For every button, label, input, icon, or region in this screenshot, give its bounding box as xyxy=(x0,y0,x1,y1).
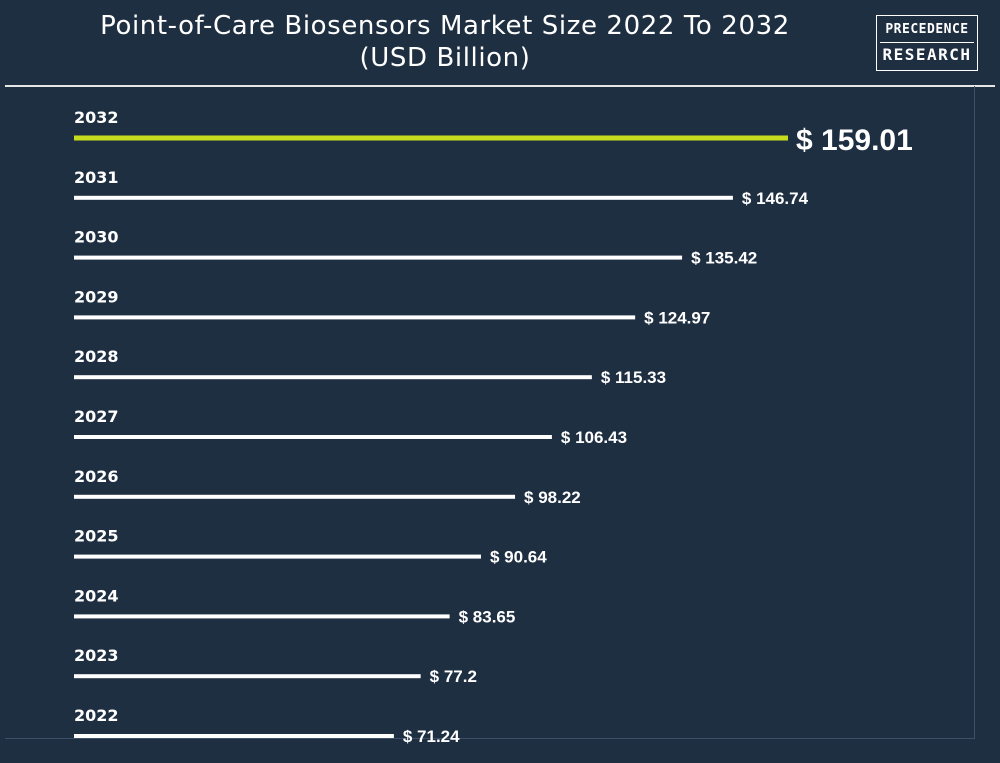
value-label-2028: $ 115.33 xyxy=(601,368,666,387)
year-label-2024: 2024 xyxy=(74,586,119,605)
bar-2028 xyxy=(74,375,592,380)
bar-2023 xyxy=(74,674,421,679)
year-label-2026: 2026 xyxy=(74,467,119,486)
year-label-2023: 2023 xyxy=(74,646,119,665)
value-label-2030: $ 135.42 xyxy=(691,249,757,268)
year-label-2029: 2029 xyxy=(74,287,119,306)
bar-2026 xyxy=(74,494,516,499)
year-label-2025: 2025 xyxy=(74,527,119,546)
chart-title-line-2: (USD Billion) xyxy=(359,43,531,73)
value-label-2022: $ 71.24 xyxy=(403,727,460,746)
bar-2029 xyxy=(74,315,636,320)
header-divider xyxy=(5,85,995,87)
bar-2027 xyxy=(74,435,552,439)
year-label-2032: 2032 xyxy=(74,108,119,127)
chart-frame-right-edge xyxy=(974,86,975,738)
bar-2024 xyxy=(74,614,450,619)
year-label-2030: 2030 xyxy=(74,228,119,247)
chart-title: Point-of-Care Biosensors Market Size 202… xyxy=(0,10,890,74)
year-label-2028: 2028 xyxy=(74,347,119,366)
value-label-2026: $ 98.22 xyxy=(524,488,581,507)
logo-line-2: RESEARCH xyxy=(882,45,972,64)
value-label-2023: $ 77.2 xyxy=(430,667,477,686)
value-label-2032: $ 159.01 xyxy=(796,124,913,157)
year-label-2031: 2031 xyxy=(74,168,119,187)
value-label-2029: $ 124.97 xyxy=(644,308,710,327)
bar-2022 xyxy=(74,734,394,738)
year-label-2022: 2022 xyxy=(74,706,119,725)
year-label-2027: 2027 xyxy=(74,407,119,426)
value-label-2024: $ 83.65 xyxy=(459,607,516,626)
bar-2032 xyxy=(74,135,788,141)
logo-line-1: PRECEDENCE xyxy=(880,18,974,43)
value-label-2025: $ 90.64 xyxy=(490,548,547,567)
bar-2030 xyxy=(74,255,683,260)
value-label-2027: $ 106.43 xyxy=(561,428,627,447)
bar-2025 xyxy=(74,554,481,559)
precedence-research-logo: PRECEDENCE RESEARCH xyxy=(876,15,978,71)
chart-title-line-1: Point-of-Care Biosensors Market Size 202… xyxy=(100,11,790,41)
chart-frame-bottom-edge xyxy=(5,738,975,739)
bar-2031 xyxy=(74,195,733,200)
value-label-2031: $ 146.74 xyxy=(742,189,809,208)
